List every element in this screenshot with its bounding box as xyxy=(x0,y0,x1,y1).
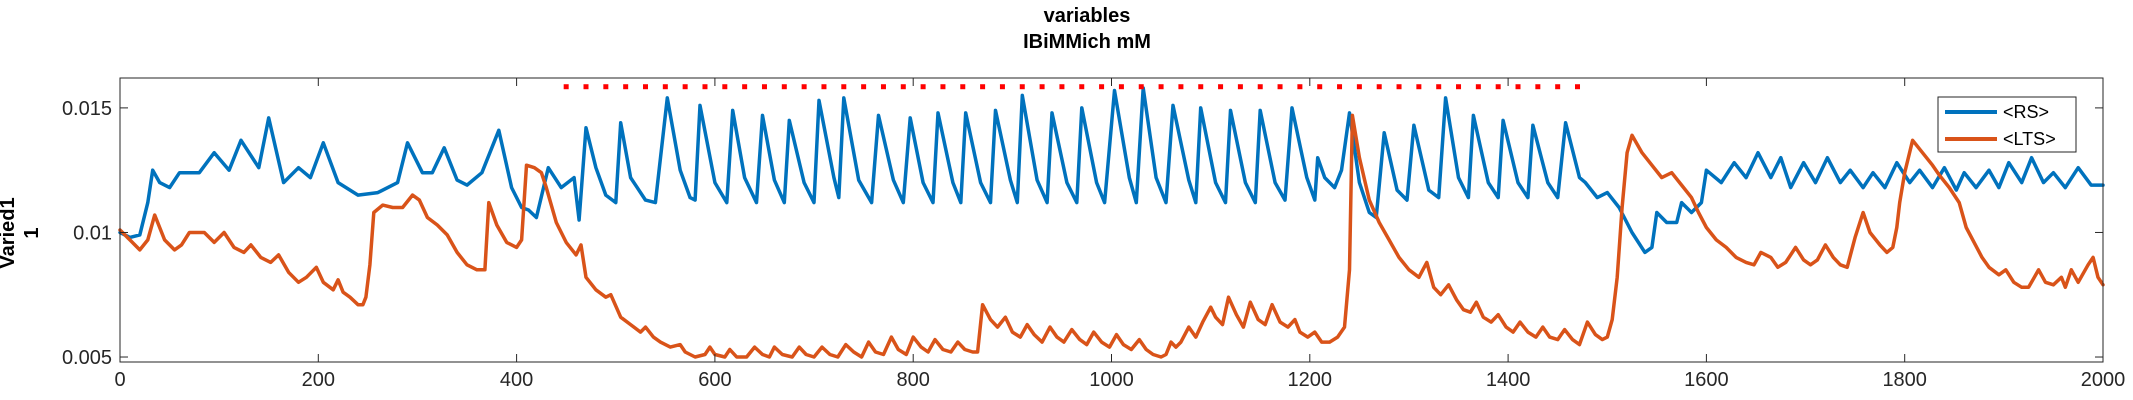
y-axis-label-line1: Varied1 xyxy=(0,197,19,268)
y-axis-label: Varied1 1 xyxy=(0,197,43,268)
marker-dot xyxy=(1178,84,1184,90)
chart-title: variables xyxy=(1044,5,1131,27)
marker-dot xyxy=(1575,84,1581,90)
marker-dot xyxy=(1396,84,1402,90)
x-tick-label: 1200 xyxy=(1288,369,1333,391)
marker-dot xyxy=(1118,84,1124,90)
marker-dot xyxy=(1257,84,1263,90)
plot-area: 0 200 400 600 800 1000 1200 1400 1600 1800 2000 0.0… xyxy=(62,77,2126,391)
marker-dot xyxy=(960,84,966,90)
marker-dot xyxy=(1039,84,1045,90)
marker-dots-series xyxy=(563,84,1581,90)
y-axis-label-line2: 1 xyxy=(21,227,43,238)
marker-dot xyxy=(1277,84,1283,90)
marker-dot xyxy=(1456,84,1462,90)
x-tick-label: 600 xyxy=(698,369,731,391)
marker-dot xyxy=(1535,84,1541,90)
marker-dot xyxy=(1218,84,1224,90)
marker-dot xyxy=(1099,84,1105,90)
x-tick-label: 2000 xyxy=(2081,369,2126,391)
y-tick-label: 0.01 xyxy=(73,222,112,244)
x-tick-label: 1600 xyxy=(1684,369,1729,391)
y-tick-label: 0.005 xyxy=(62,347,112,369)
marker-dot xyxy=(801,84,807,90)
marker-dot xyxy=(682,84,688,90)
marker-dot xyxy=(1356,84,1362,90)
marker-dot xyxy=(563,84,569,90)
marker-dot xyxy=(980,84,986,90)
marker-dot xyxy=(761,84,767,90)
marker-dot xyxy=(999,84,1005,90)
marker-dot xyxy=(1555,84,1561,90)
legend-box xyxy=(1937,96,2077,153)
marker-dot xyxy=(1515,84,1521,90)
marker-dot xyxy=(1495,84,1501,90)
marker-dot xyxy=(1079,84,1085,90)
marker-dot xyxy=(1198,84,1204,90)
marker-dot xyxy=(623,84,629,90)
series-line-lts xyxy=(118,113,2105,359)
axes-layer: 0 200 400 600 800 1000 1200 1400 1600 1800 2000 0.0… xyxy=(62,77,2126,391)
x-tick-label: 0 xyxy=(114,369,125,391)
marker-dot xyxy=(821,84,827,90)
marker-dot xyxy=(642,84,648,90)
marker-dot xyxy=(781,84,787,90)
marker-dot xyxy=(583,84,589,90)
marker-dot xyxy=(1138,84,1144,90)
marker-dot xyxy=(861,84,867,90)
marker-dot xyxy=(1337,84,1343,90)
marker-dot xyxy=(880,84,886,90)
marker-dot xyxy=(1416,84,1422,90)
marker-dot xyxy=(1237,84,1243,90)
marker-dot xyxy=(1436,84,1442,90)
x-tick-label: 1800 xyxy=(1882,369,1927,391)
marker-dot xyxy=(1475,84,1481,90)
y-tick-label: 0.015 xyxy=(62,98,112,120)
x-tick-label: 1400 xyxy=(1486,369,1531,391)
marker-dot xyxy=(742,84,748,90)
marker-dot xyxy=(920,84,926,90)
marker-dot xyxy=(841,84,847,90)
legend: <RS> <LTS> xyxy=(1937,96,2077,153)
marker-dot xyxy=(900,84,906,90)
marker-dot xyxy=(722,84,728,90)
marker-dot xyxy=(1297,84,1303,90)
marker-dot xyxy=(702,84,708,90)
marker-dot xyxy=(662,84,668,90)
x-tick-label: 1000 xyxy=(1089,369,1134,391)
x-tick-label: 200 xyxy=(302,369,335,391)
marker-dot xyxy=(1317,84,1323,90)
legend-label-rs: <RS> xyxy=(2003,102,2049,122)
series-layer xyxy=(118,84,2105,359)
x-tick-label: 400 xyxy=(500,369,533,391)
x-tick-label: 800 xyxy=(897,369,930,391)
marker-dot xyxy=(1019,84,1025,90)
marker-dot xyxy=(940,84,946,90)
marker-dot xyxy=(1376,84,1382,90)
legend-label-lts: <LTS> xyxy=(2003,129,2056,149)
marker-dot xyxy=(1158,84,1164,90)
marker-dot xyxy=(603,84,609,90)
chart-subtitle: IBiMMich mM xyxy=(1023,31,1151,53)
marker-dot xyxy=(1059,84,1065,90)
